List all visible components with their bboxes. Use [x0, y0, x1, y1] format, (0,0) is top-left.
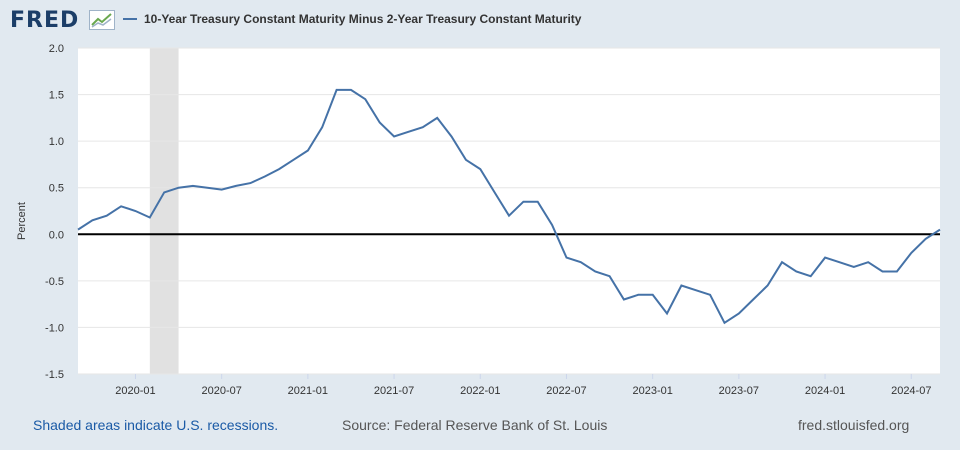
y-tick-label: 2.0	[49, 43, 64, 55]
line-chart-icon	[89, 10, 115, 30]
x-tick-label: 2020-07	[201, 385, 241, 397]
source-text: Source: Federal Reserve Bank of St. Loui…	[342, 417, 608, 433]
x-tick-label: 2022-07	[546, 385, 586, 397]
plot-area	[78, 48, 940, 374]
x-tick-label: 2024-01	[805, 385, 845, 397]
y-tick-label: 0.0	[49, 229, 64, 241]
y-tick-label: -1.5	[45, 369, 64, 381]
fred-logo[interactable]: FRED	[10, 8, 80, 33]
site-link[interactable]: fred.stlouisfed.org	[798, 417, 910, 433]
x-tick-label: 2020-01	[115, 385, 155, 397]
y-tick-label: -1.0	[45, 322, 64, 334]
legend-label: 10-Year Treasury Constant Maturity Minus…	[144, 12, 582, 26]
y-tick-label: 0.5	[49, 183, 64, 195]
x-tick-label: 2023-01	[632, 385, 672, 397]
series-line	[77, 88, 941, 325]
y-tick-label: 1.5	[49, 90, 64, 102]
recession-note-link[interactable]: Shaded areas indicate U.S. recessions.	[33, 417, 279, 433]
chart-header: FRED 10-Year Treasury Constant Maturity …	[0, 0, 960, 40]
legend-line-swatch	[123, 18, 137, 20]
x-tick-label: 2023-07	[719, 385, 759, 397]
x-tick-label: 2021-07	[374, 385, 414, 397]
x-tick-label: 2022-01	[460, 385, 500, 397]
x-tick-label: 2024-07	[891, 385, 931, 397]
series-legend[interactable]: 10-Year Treasury Constant Maturity Minus…	[123, 12, 581, 26]
y-tick-labels: 2.0 1.5 1.0 0.5 0.0 -0.5 -1.0 -1.5	[45, 43, 64, 381]
y-tick-label: -0.5	[45, 276, 64, 288]
y-tick-label: 1.0	[49, 136, 64, 148]
line-chart[interactable]: 2.01.51.00.50.0-0.5-1.0-1.5 2020-01 2020-…	[0, 0, 960, 410]
x-tick-labels: 2020-01 2020-07 2021-01 2021-07 2022-01 2022-…	[115, 374, 931, 397]
x-tick-label: 2021-01	[288, 385, 328, 397]
